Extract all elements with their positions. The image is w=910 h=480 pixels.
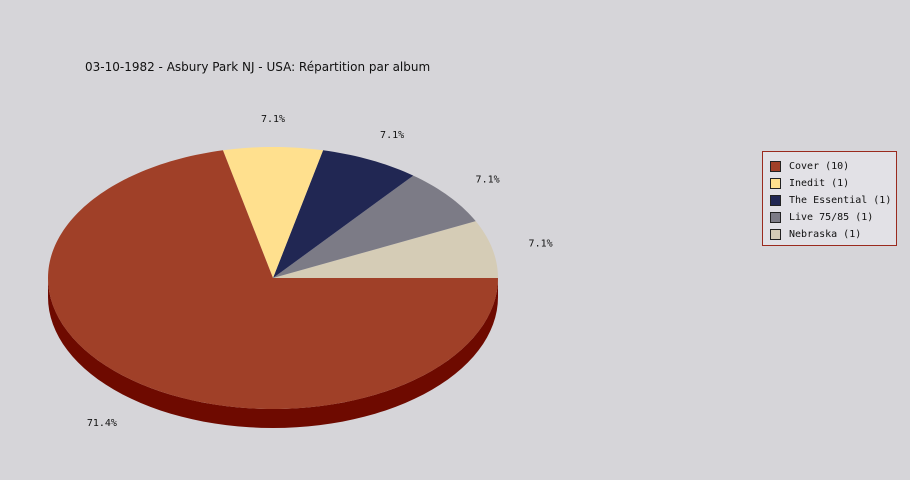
pie-top-group [48,147,498,409]
chart-title: 03-10-1982 - Asbury Park NJ - USA: Répar… [85,60,431,74]
pie-label-cover: 71.4% [87,418,117,429]
legend-item-the-essential: The Essential (1) [770,192,896,209]
legend-item-live-75-85: Live 75/85 (1) [770,209,896,226]
legend-label: The Essential (1) [789,195,892,206]
legend-label: Live 75/85 (1) [789,212,874,223]
pie-slice-live-75-85 [273,175,476,278]
pie-slice-the-essential [273,150,414,278]
legend-swatch [770,195,781,206]
legend-swatch [770,212,781,223]
legend-label: Nebraska (1) [789,229,862,240]
legend-swatch [770,178,781,189]
legend-swatch [770,161,781,172]
legend: Cover (10) Inedit (1) The Essential (1) Liv… [762,151,897,246]
legend-item-cover: Cover (10) [770,158,896,175]
pie-label-inedit: 7.1% [261,114,285,125]
legend-item-inedit: Inedit (1) [770,175,896,192]
pie-slice-nebraska [273,221,498,278]
pie-slice-cover [48,150,498,409]
pie-label-the-essential: 7.1% [380,130,404,141]
pie-label-group: 7.1% 7.1% 7.1% 7.1% 71.4% [87,114,553,429]
pie-label-live-75-85: 7.1% [476,174,500,185]
legend-item-nebraska: Nebraska (1) [770,226,896,243]
pie-label-nebraska: 7.1% [529,238,553,249]
pie-slice-inedit [222,147,324,278]
legend-label: Inedit (1) [789,178,850,189]
legend-swatch [770,229,781,240]
legend-label: Cover (10) [789,161,850,172]
